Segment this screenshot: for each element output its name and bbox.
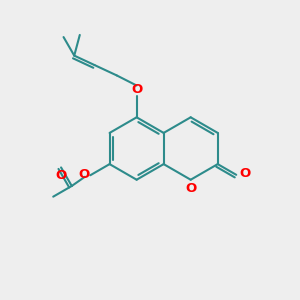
Text: O: O bbox=[131, 83, 142, 96]
Text: O: O bbox=[56, 169, 67, 182]
Text: O: O bbox=[239, 167, 250, 180]
Text: O: O bbox=[78, 168, 89, 181]
Text: O: O bbox=[186, 182, 197, 194]
